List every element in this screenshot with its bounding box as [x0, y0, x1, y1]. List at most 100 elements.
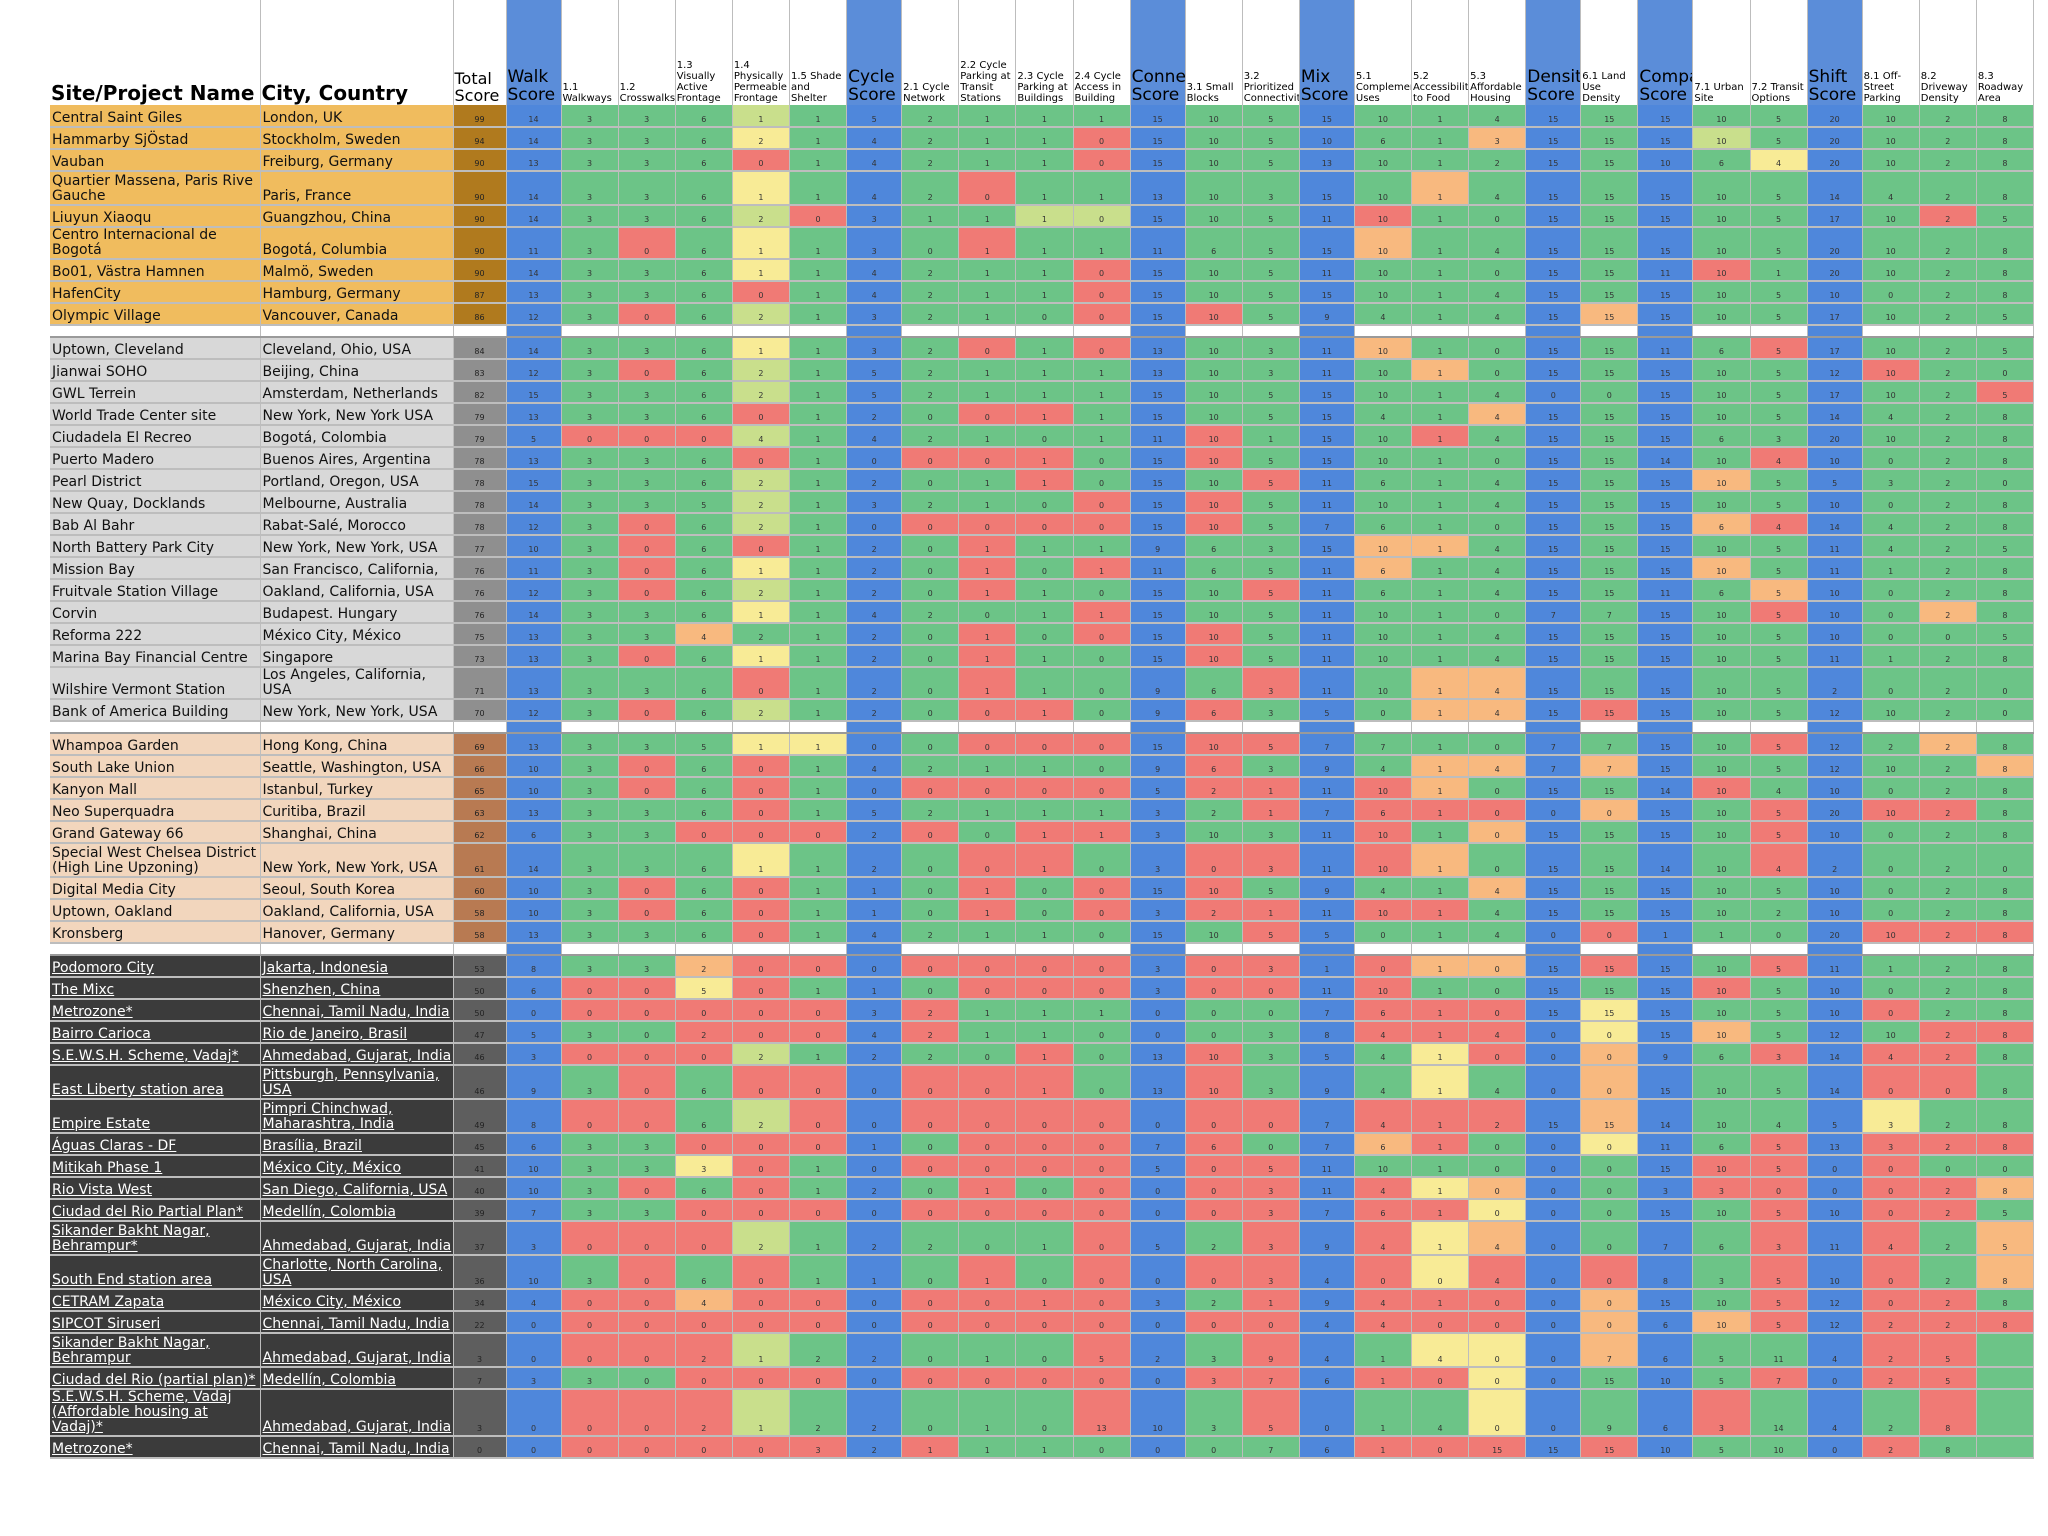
site-name[interactable]: Metrozone*: [50, 999, 261, 1022]
city-country[interactable]: Pittsburgh, Pennsylvania, USA: [260, 1065, 454, 1100]
score-cell: 11: [1299, 337, 1355, 360]
metric-cell: 2: [1919, 425, 1977, 448]
score-cell: 0: [846, 513, 903, 536]
metric-cell: 1: [958, 281, 1017, 304]
city-country[interactable]: Medellín, Colombia: [260, 1367, 454, 1390]
site-name[interactable]: Bairro Carioca: [50, 1021, 261, 1044]
metric-cell: 0: [1073, 699, 1131, 722]
table-row: Bo01, Västra Hamnen Malmö, Sweden 90 14 3 3 6 1…: [50, 259, 2035, 282]
city-country[interactable]: Ahmedabad, Gujarat, India: [260, 1043, 454, 1066]
metric-cell: 3: [675, 1155, 733, 1178]
metric-cell: 15: [1580, 205, 1639, 228]
site-name[interactable]: Rio Vista West: [50, 1177, 261, 1200]
metric-cell: 15: [1580, 1099, 1639, 1134]
city-country[interactable]: Shenzhen, China: [260, 977, 454, 1000]
site-name[interactable]: The Mixc: [50, 977, 261, 1000]
score-cell: 1: [846, 877, 903, 900]
metric-cell: 0: [561, 1289, 619, 1312]
city-country[interactable]: Ahmedabad, Gujarat, India: [260, 1221, 454, 1256]
metric-cell: 7: [1580, 733, 1639, 756]
metric-cell: 0: [958, 513, 1017, 536]
metric-cell: 3: [618, 127, 676, 150]
metric-cell: 1: [958, 381, 1017, 404]
city-country[interactable]: Pimpri Chinchwad, Maharashtra, India: [260, 1099, 454, 1134]
site-name[interactable]: Empire Estate: [50, 1099, 261, 1134]
score-cell: 15: [1525, 205, 1582, 228]
metric-cell: 10: [1354, 281, 1413, 304]
metric-cell: 3: [618, 1155, 676, 1178]
metric-cell: 1: [789, 799, 848, 822]
city-country[interactable]: Charlotte, North Carolina, USA: [260, 1255, 454, 1290]
metric-cell: 6: [675, 205, 733, 228]
city-country[interactable]: Chennai, Tamil Nadu, India: [260, 999, 454, 1022]
metric-cell: 3: [561, 359, 619, 382]
score-cell: 15: [1525, 227, 1582, 260]
city-country[interactable]: San Diego, California, USA: [260, 1177, 454, 1200]
metric-cell: 2: [1919, 205, 1977, 228]
metric-cell: 0: [561, 977, 619, 1000]
metric-cell: 5: [1750, 733, 1808, 756]
table-row: Liuyun Xiaoqu Guangzhou, China 90 14 3 3 6 2 0 3 1…: [50, 205, 2035, 228]
city-country[interactable]: Jakarta, Indonesia: [260, 955, 454, 978]
table-row: Podomoro City Jakarta, Indonesia 53 8 3 3 2 0 0 0…: [50, 955, 2035, 978]
metric-cell: 0: [1862, 1065, 1920, 1100]
site-name[interactable]: East Liberty station area: [50, 1065, 261, 1100]
city-country[interactable]: Chennai, Tamil Nadu, India: [260, 1311, 454, 1334]
score-cell: 15: [1637, 623, 1694, 646]
site-name[interactable]: Metrozone*: [50, 1436, 261, 1459]
city-country[interactable]: Chennai, Tamil Nadu, India: [260, 1436, 454, 1459]
metric-cell: 0: [901, 403, 960, 426]
city-country[interactable]: Brasília, Brazil: [260, 1133, 454, 1156]
site-name[interactable]: Águas Claras - DF: [50, 1133, 261, 1156]
site-name: Kanyon Mall: [50, 777, 261, 800]
metric-cell: 4: [1354, 877, 1413, 900]
total-score-cell: 78: [453, 513, 507, 536]
table-row: Wilshire Vermont Station Los Angeles, Cal…: [50, 667, 2035, 700]
site-name[interactable]: S.E.W.S.H. Scheme, Vadaj (Affordable hou…: [50, 1389, 261, 1437]
score-cell: 10: [1807, 623, 1863, 646]
metric-cell: 10: [1862, 259, 1920, 282]
city-country[interactable]: Rio de Janeiro, Brasil: [260, 1021, 454, 1044]
score-cell: 0: [1525, 1065, 1582, 1100]
site-name[interactable]: Sikander Bakht Nagar, Behrampur: [50, 1333, 261, 1368]
metric-cell: 0: [732, 1155, 791, 1178]
score-cell: 14: [506, 127, 562, 150]
metric-cell: 8: [1976, 777, 2035, 800]
city-country[interactable]: Ahmedabad, Gujarat, India: [260, 1333, 454, 1368]
score-cell: 2: [846, 557, 903, 580]
table-row: Sikander Bakht Nagar, Behrampur Ahmedabad…: [50, 1333, 2035, 1368]
site-name[interactable]: S.E.W.S.H. Scheme, Vadaj*: [50, 1043, 261, 1066]
metric-cell: 6: [675, 557, 733, 580]
site-name[interactable]: Ciudad del Rio Partial Plan*: [50, 1199, 261, 1222]
site-name[interactable]: CETRAM Zapata: [50, 1289, 261, 1312]
site-name: Marina Bay Financial Centre: [50, 645, 261, 668]
metric-cell: 0: [1073, 1289, 1131, 1312]
metric-cell: 10: [1185, 149, 1243, 172]
city-country[interactable]: México City, México: [260, 1289, 454, 1312]
site-name[interactable]: Ciudad del Rio (partial plan)*: [50, 1367, 261, 1390]
metric-cell: 0: [958, 1289, 1017, 1312]
site-name[interactable]: Podomoro City: [50, 955, 261, 978]
metric-cell: 0: [1976, 469, 2035, 492]
metric-cell: 6: [1692, 579, 1751, 602]
metric-cell: 0: [1580, 1065, 1639, 1100]
metric-cell: 4: [1468, 645, 1527, 668]
city-country[interactable]: Medellín, Colombia: [260, 1199, 454, 1222]
score-cell: 3: [846, 491, 903, 514]
metric-cell: 0: [1862, 899, 1920, 922]
metric-cell: 4: [1468, 535, 1527, 558]
metric-cell: 10: [1862, 1021, 1920, 1044]
site-name[interactable]: SIPCOT Siruseri: [50, 1311, 261, 1334]
site-name: Bab Al Bahr: [50, 513, 261, 536]
city-country[interactable]: México City, México: [260, 1155, 454, 1178]
site-name[interactable]: Sikander Bakht Nagar, Behrampur*: [50, 1221, 261, 1256]
metric-cell: 0: [1919, 1065, 1977, 1100]
metric-cell: 5: [1750, 1311, 1808, 1334]
city-country[interactable]: Ahmedabad, Gujarat, India: [260, 1389, 454, 1437]
site-name[interactable]: Mitikah Phase 1: [50, 1155, 261, 1178]
site-name: Central Saint Giles: [50, 105, 261, 128]
site-name[interactable]: South End station area: [50, 1255, 261, 1290]
total-score-cell: 7: [453, 1367, 507, 1390]
score-cell: 10: [506, 877, 562, 900]
score-cell: 2: [846, 821, 903, 844]
